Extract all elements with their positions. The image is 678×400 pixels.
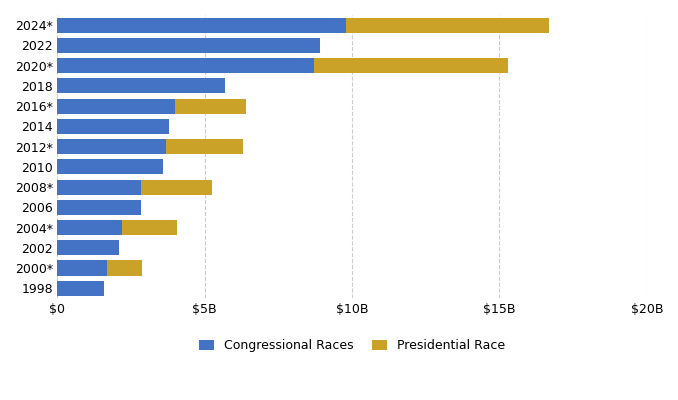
Bar — [166, 139, 243, 154]
Bar — [58, 180, 141, 195]
Bar — [58, 240, 119, 256]
Bar — [58, 78, 225, 94]
Bar — [58, 159, 163, 174]
Bar — [58, 38, 319, 53]
Bar — [58, 58, 314, 73]
Bar — [346, 18, 549, 33]
Bar — [122, 220, 177, 235]
Bar — [58, 281, 104, 296]
Bar — [314, 58, 508, 73]
Bar — [58, 139, 166, 154]
Legend: Congressional Races, Presidential Race: Congressional Races, Presidential Race — [193, 333, 511, 358]
Bar — [106, 260, 142, 276]
Bar — [175, 98, 246, 114]
Bar — [141, 180, 212, 195]
Bar — [58, 200, 141, 215]
Bar — [58, 260, 106, 276]
Bar — [58, 18, 346, 33]
Bar — [58, 220, 122, 235]
Bar — [58, 98, 175, 114]
Bar — [58, 119, 170, 134]
